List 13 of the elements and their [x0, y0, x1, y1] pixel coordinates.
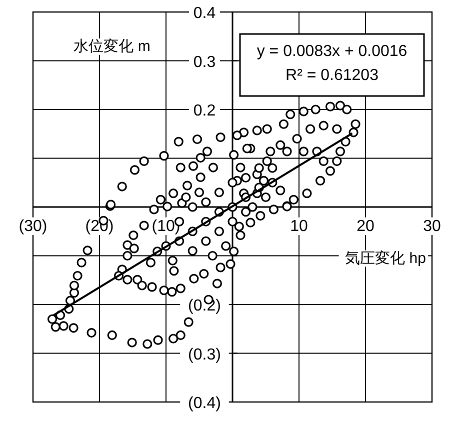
y-tick-label: 0.4 — [193, 5, 216, 22]
y-axis-title: 水位変化 m — [74, 38, 150, 56]
x-tick-label: (30) — [18, 218, 48, 235]
x-tick-label: 20 — [356, 218, 374, 235]
x-tick-label: 30 — [423, 218, 441, 235]
annotation: y = 0.0083x + 0.0016 — [256, 43, 408, 60]
y-tick-label: (0.4) — [188, 395, 221, 412]
x-tick-label: 10 — [290, 218, 308, 235]
y-tick-label: 0.2 — [193, 102, 216, 120]
x-axis-title: 気圧変化 hp — [345, 250, 426, 267]
y-tick-label: (0.3) — [188, 346, 221, 364]
annotation: R² = 0.61203 — [286, 67, 379, 84]
y-tick-label: 0.3 — [193, 54, 216, 71]
